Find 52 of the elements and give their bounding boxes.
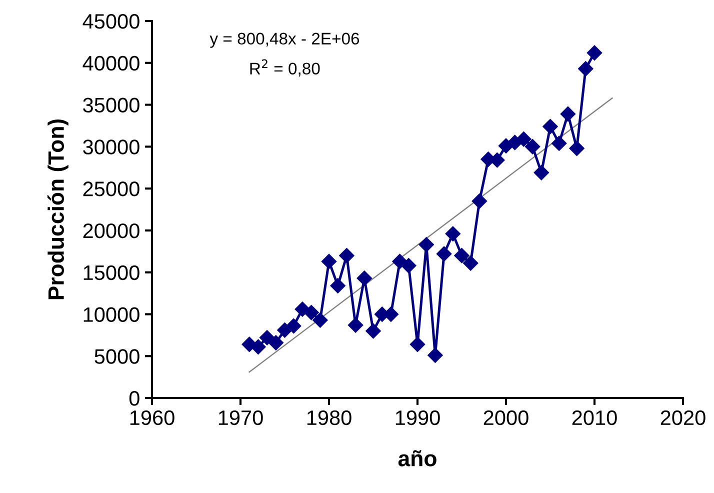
point — [259, 330, 275, 346]
point — [321, 254, 337, 270]
annotation: y = 800,48x - 2E+06 — [210, 32, 360, 48]
point — [410, 336, 426, 352]
point — [560, 106, 576, 122]
x-tick-label: 1980 — [307, 410, 352, 426]
y-tick-label: 35000 — [83, 98, 140, 113]
point — [516, 132, 532, 147]
point — [428, 348, 443, 363]
y-tick-label: 0 — [129, 391, 140, 406]
y-tick-label: 15000 — [84, 265, 140, 280]
point — [250, 339, 266, 354]
y-tick-label: 40000 — [82, 56, 140, 71]
x-axis-title: año — [398, 450, 436, 466]
point — [524, 139, 540, 154]
point — [454, 248, 470, 264]
point — [312, 312, 328, 328]
point — [542, 118, 558, 134]
point — [498, 138, 514, 154]
y-tick-label: 25000 — [83, 182, 140, 196]
point — [569, 140, 584, 156]
annotation: R$^{2}$ = 0,80 — [250, 59, 320, 76]
x-tick-label: 2010 — [572, 410, 617, 426]
y-tick-label: 10000 — [84, 307, 140, 322]
point — [339, 248, 354, 264]
x-tick-label: 1990 — [396, 410, 440, 426]
point — [463, 256, 478, 271]
y-tick-label: 45000 — [82, 14, 140, 29]
point — [268, 335, 284, 350]
point — [472, 194, 488, 209]
point — [552, 136, 567, 151]
x-tick-label: 2000 — [484, 410, 528, 426]
point — [401, 258, 416, 274]
point — [436, 246, 452, 262]
y-tick-label: 20000 — [83, 223, 140, 238]
point — [578, 61, 594, 76]
point — [586, 45, 602, 60]
point — [418, 237, 434, 252]
y-axis-title: Producción (Ton) — [47, 119, 68, 300]
point — [534, 165, 549, 180]
point — [366, 323, 381, 339]
x-tick-label: 1970 — [218, 410, 263, 426]
point — [286, 318, 302, 334]
y-tick-label: 30000 — [83, 140, 140, 154]
point — [304, 304, 319, 320]
x-tick-label: 1960 — [130, 410, 174, 426]
x-tick-label: 2020 — [660, 410, 706, 426]
y-tick-label: 5000 — [94, 349, 140, 364]
point — [330, 278, 346, 294]
point — [348, 318, 364, 333]
point — [445, 226, 460, 242]
point — [356, 270, 372, 286]
